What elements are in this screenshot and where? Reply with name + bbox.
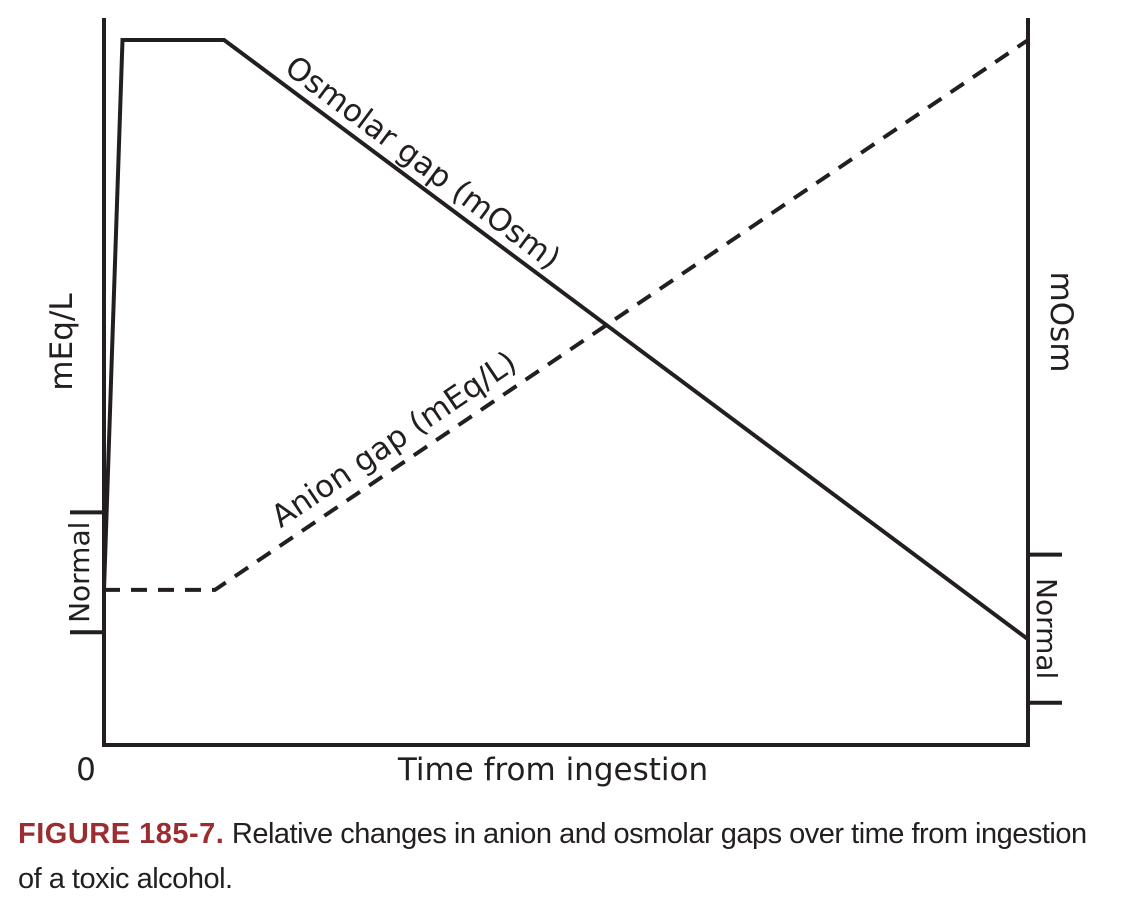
- series-line-osmolar-gap: [102, 38, 1030, 641]
- label-group: Osmolar gap (mOsm) Anion gap (mEq/L) mEq/L…: [44, 49, 1079, 788]
- y-axis-label-left: mEq/L: [44, 293, 80, 391]
- series-line-anion-gap: [104, 38, 1030, 592]
- chart: Osmolar gap (mOsm) Anion gap (mEq/L) mEq/L…: [44, 18, 1079, 788]
- figure-caption: FIGURE 185-7. Relative changes in anion …: [18, 812, 1113, 902]
- figure-caption-label: FIGURE 185-7.: [18, 818, 225, 850]
- chart-frame: [70, 18, 1062, 747]
- normal-label-left: Normal: [63, 522, 96, 623]
- series-group: [102, 38, 1030, 641]
- normal-label-right: Normal: [1030, 578, 1063, 679]
- x-tick-label: 0: [76, 752, 96, 788]
- series-label-anion-gap: Anion gap (mEq/L): [265, 344, 523, 535]
- figure-caption-text: Relative changes in anion and osmolar ga…: [18, 818, 1087, 895]
- y-axis-label-right: mOsm: [1043, 272, 1079, 373]
- x-axis-label: Time from ingestion: [397, 752, 708, 788]
- series-label-osmolar-gap: Osmolar gap (mOsm): [278, 49, 567, 277]
